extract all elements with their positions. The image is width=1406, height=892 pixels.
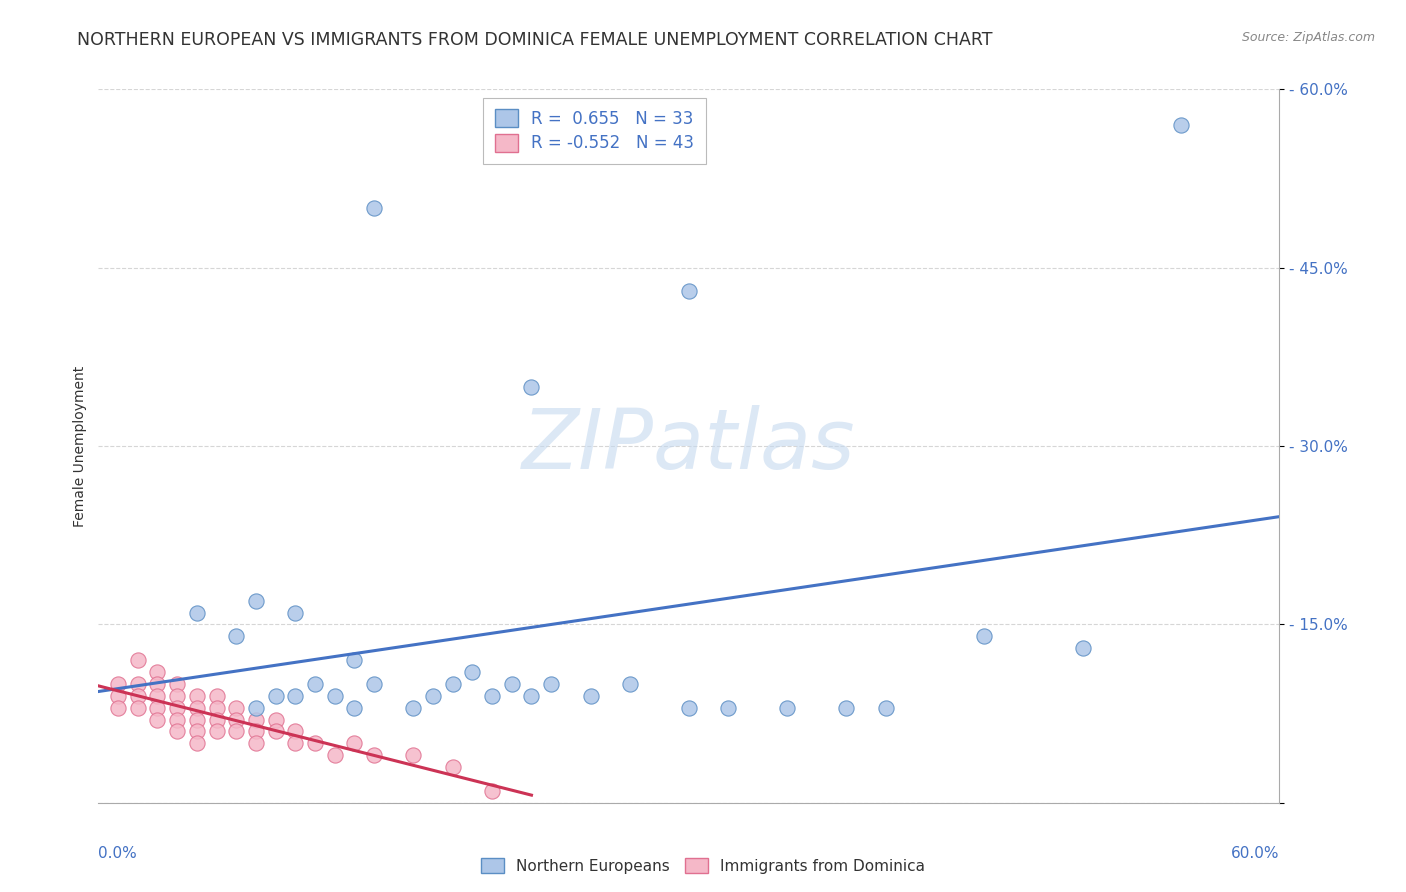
Point bbox=[363, 677, 385, 691]
Point bbox=[186, 606, 208, 620]
Point bbox=[441, 677, 464, 691]
Point bbox=[461, 665, 484, 679]
Point bbox=[205, 713, 228, 727]
Point bbox=[402, 700, 425, 714]
Point bbox=[146, 665, 169, 679]
Point bbox=[284, 689, 307, 703]
Point bbox=[363, 201, 385, 215]
Point bbox=[343, 736, 366, 750]
Point bbox=[205, 689, 228, 703]
Point bbox=[186, 713, 208, 727]
Point bbox=[481, 784, 503, 798]
Point bbox=[225, 700, 247, 714]
Point bbox=[973, 629, 995, 643]
Point bbox=[127, 700, 149, 714]
Point bbox=[225, 629, 247, 643]
Point bbox=[127, 653, 149, 667]
Text: 60.0%: 60.0% bbox=[1232, 846, 1279, 861]
Point bbox=[146, 713, 169, 727]
Point bbox=[520, 379, 543, 393]
Point bbox=[127, 689, 149, 703]
Point bbox=[245, 713, 267, 727]
Point bbox=[166, 724, 188, 739]
Legend: R =  0.655   N = 33, R = -0.552   N = 43: R = 0.655 N = 33, R = -0.552 N = 43 bbox=[482, 97, 706, 164]
Point bbox=[540, 677, 562, 691]
Point bbox=[245, 724, 267, 739]
Point bbox=[304, 677, 326, 691]
Point bbox=[304, 736, 326, 750]
Point bbox=[186, 700, 208, 714]
Text: Source: ZipAtlas.com: Source: ZipAtlas.com bbox=[1241, 31, 1375, 45]
Point bbox=[776, 700, 799, 714]
Point bbox=[264, 689, 287, 703]
Point bbox=[1071, 641, 1094, 656]
Point bbox=[264, 713, 287, 727]
Point bbox=[245, 736, 267, 750]
Point bbox=[481, 689, 503, 703]
Point bbox=[284, 724, 307, 739]
Point bbox=[107, 689, 129, 703]
Point bbox=[127, 677, 149, 691]
Point bbox=[146, 700, 169, 714]
Point bbox=[205, 724, 228, 739]
Point bbox=[186, 736, 208, 750]
Point bbox=[146, 677, 169, 691]
Point bbox=[835, 700, 858, 714]
Point bbox=[678, 285, 700, 299]
Point bbox=[245, 593, 267, 607]
Point bbox=[107, 700, 129, 714]
Y-axis label: Female Unemployment: Female Unemployment bbox=[73, 366, 87, 526]
Point bbox=[186, 724, 208, 739]
Point bbox=[579, 689, 602, 703]
Point bbox=[875, 700, 897, 714]
Point bbox=[284, 736, 307, 750]
Point bbox=[166, 689, 188, 703]
Point bbox=[225, 724, 247, 739]
Point bbox=[107, 677, 129, 691]
Point bbox=[422, 689, 444, 703]
Point bbox=[343, 700, 366, 714]
Text: 0.0%: 0.0% bbox=[98, 846, 138, 861]
Point bbox=[323, 689, 346, 703]
Point bbox=[245, 700, 267, 714]
Point bbox=[264, 724, 287, 739]
Point bbox=[363, 748, 385, 763]
Point bbox=[678, 700, 700, 714]
Point bbox=[619, 677, 641, 691]
Text: ZIPatlas: ZIPatlas bbox=[522, 406, 856, 486]
Point bbox=[166, 677, 188, 691]
Point bbox=[402, 748, 425, 763]
Point bbox=[343, 653, 366, 667]
Point bbox=[520, 689, 543, 703]
Point bbox=[284, 606, 307, 620]
Point bbox=[1170, 118, 1192, 132]
Point bbox=[166, 700, 188, 714]
Point bbox=[166, 713, 188, 727]
Point bbox=[186, 689, 208, 703]
Point bbox=[323, 748, 346, 763]
Point bbox=[225, 713, 247, 727]
Point bbox=[205, 700, 228, 714]
Legend: Northern Europeans, Immigrants from Dominica: Northern Europeans, Immigrants from Domi… bbox=[475, 852, 931, 880]
Point bbox=[501, 677, 523, 691]
Text: NORTHERN EUROPEAN VS IMMIGRANTS FROM DOMINICA FEMALE UNEMPLOYMENT CORRELATION CH: NORTHERN EUROPEAN VS IMMIGRANTS FROM DOM… bbox=[77, 31, 993, 49]
Point bbox=[146, 689, 169, 703]
Point bbox=[717, 700, 740, 714]
Point bbox=[441, 760, 464, 774]
